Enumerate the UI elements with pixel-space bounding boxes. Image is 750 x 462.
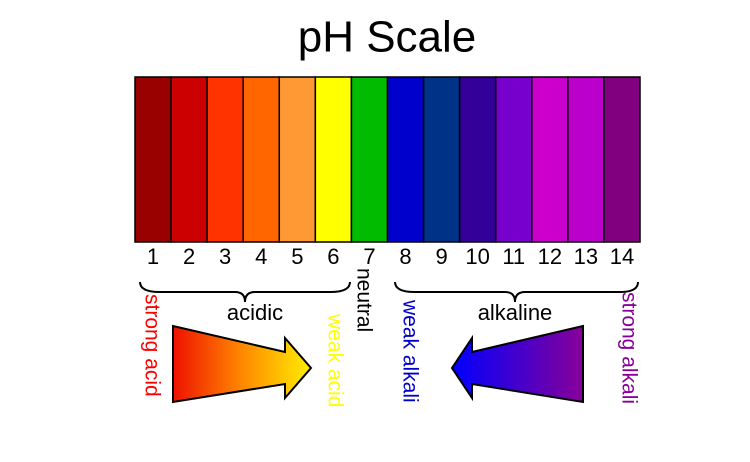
- acid-arrow: [172, 324, 313, 404]
- ph-number: 2: [183, 244, 195, 269]
- ph-bar: [567, 76, 605, 243]
- alkaline-brace: [394, 281, 639, 303]
- ph-bar: [494, 76, 533, 243]
- ph-bar: [422, 76, 461, 243]
- ph-bar: [314, 76, 353, 243]
- ph-bar: [531, 76, 569, 243]
- strong-acid-label: strong acid: [140, 294, 163, 397]
- acidic-label: acidic: [227, 300, 283, 325]
- ph-bar: [242, 76, 281, 243]
- ph-number: 8: [399, 244, 411, 269]
- ph-number: 12: [538, 244, 562, 269]
- acidic-brace: [139, 281, 351, 303]
- ph-bar: [134, 76, 172, 243]
- ph-bar: [206, 76, 244, 243]
- ph-number: 13: [574, 244, 598, 269]
- ph-number: 11: [502, 244, 525, 269]
- ph-bar: [170, 76, 208, 243]
- weak-alkali-label: weak alkali: [398, 299, 421, 403]
- ph-bar: [386, 76, 425, 243]
- ph-number: 9: [435, 244, 447, 269]
- strong-alkali-label: strong alkali: [617, 292, 640, 404]
- ph-number: 14: [610, 244, 634, 269]
- ph-number: 1: [147, 244, 159, 269]
- neutral-label: neutral: [352, 268, 375, 332]
- ph-number: 7: [363, 244, 375, 269]
- ph-number: 3: [219, 244, 231, 269]
- ph-bar: [278, 76, 317, 243]
- ph-bar: [350, 76, 389, 243]
- ph-number: 5: [291, 244, 303, 269]
- alkali-arrow: [450, 324, 584, 404]
- title: pH Scale: [298, 13, 477, 62]
- ph-bar: [458, 76, 497, 243]
- ph-number: 6: [327, 244, 339, 269]
- ph-number: 10: [465, 244, 489, 269]
- scale-bars: [134, 76, 641, 243]
- alkaline-label: alkaline: [478, 300, 553, 325]
- weak-acid-label: weak acid: [323, 313, 346, 407]
- ph-bar: [603, 76, 641, 243]
- ph-number: 4: [255, 244, 267, 269]
